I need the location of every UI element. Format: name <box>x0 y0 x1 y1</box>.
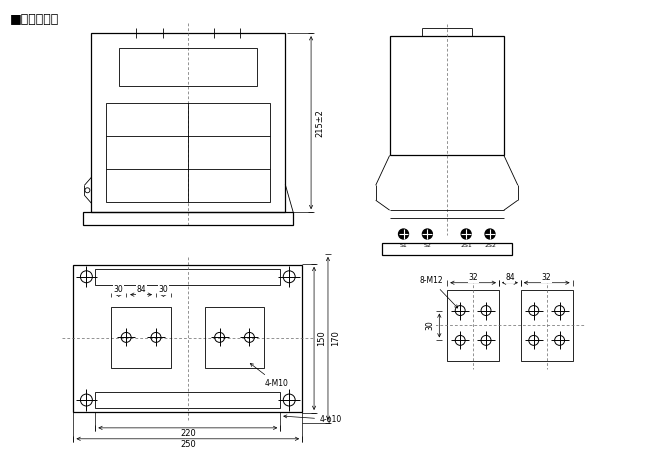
Text: 32: 32 <box>469 273 478 282</box>
Bar <box>106 103 270 202</box>
Text: 84: 84 <box>136 285 146 294</box>
Bar <box>73 265 302 412</box>
Circle shape <box>485 229 495 239</box>
Text: 170: 170 <box>331 330 340 346</box>
Text: S1: S1 <box>400 243 408 248</box>
Bar <box>382 243 512 255</box>
Circle shape <box>422 229 432 239</box>
Bar <box>205 307 264 368</box>
Bar <box>91 33 285 212</box>
Text: ■产品外形图: ■产品外形图 <box>10 13 59 26</box>
Text: 8-M12: 8-M12 <box>419 276 457 308</box>
Text: 4-M10: 4-M10 <box>250 363 288 388</box>
Bar <box>389 36 504 155</box>
Text: S2: S2 <box>423 243 432 248</box>
Text: 32: 32 <box>542 273 551 282</box>
Text: 30: 30 <box>426 320 435 330</box>
Text: 150: 150 <box>318 330 327 346</box>
Text: 84: 84 <box>505 273 515 282</box>
Text: 2S1: 2S1 <box>460 243 472 248</box>
Circle shape <box>399 229 408 239</box>
Text: 220: 220 <box>180 430 196 438</box>
Bar <box>95 269 280 285</box>
Text: 30: 30 <box>114 285 124 294</box>
Text: 4-φ10: 4-φ10 <box>284 415 342 424</box>
Bar <box>111 307 171 368</box>
Bar <box>84 212 293 225</box>
Bar <box>521 290 573 361</box>
Bar <box>447 290 499 361</box>
Text: 250: 250 <box>180 440 196 449</box>
Text: 2S2: 2S2 <box>484 243 496 248</box>
Bar <box>119 48 257 86</box>
Circle shape <box>461 229 471 239</box>
Text: 215±2: 215±2 <box>316 109 325 136</box>
Text: 30: 30 <box>159 285 168 294</box>
Bar <box>95 392 280 408</box>
